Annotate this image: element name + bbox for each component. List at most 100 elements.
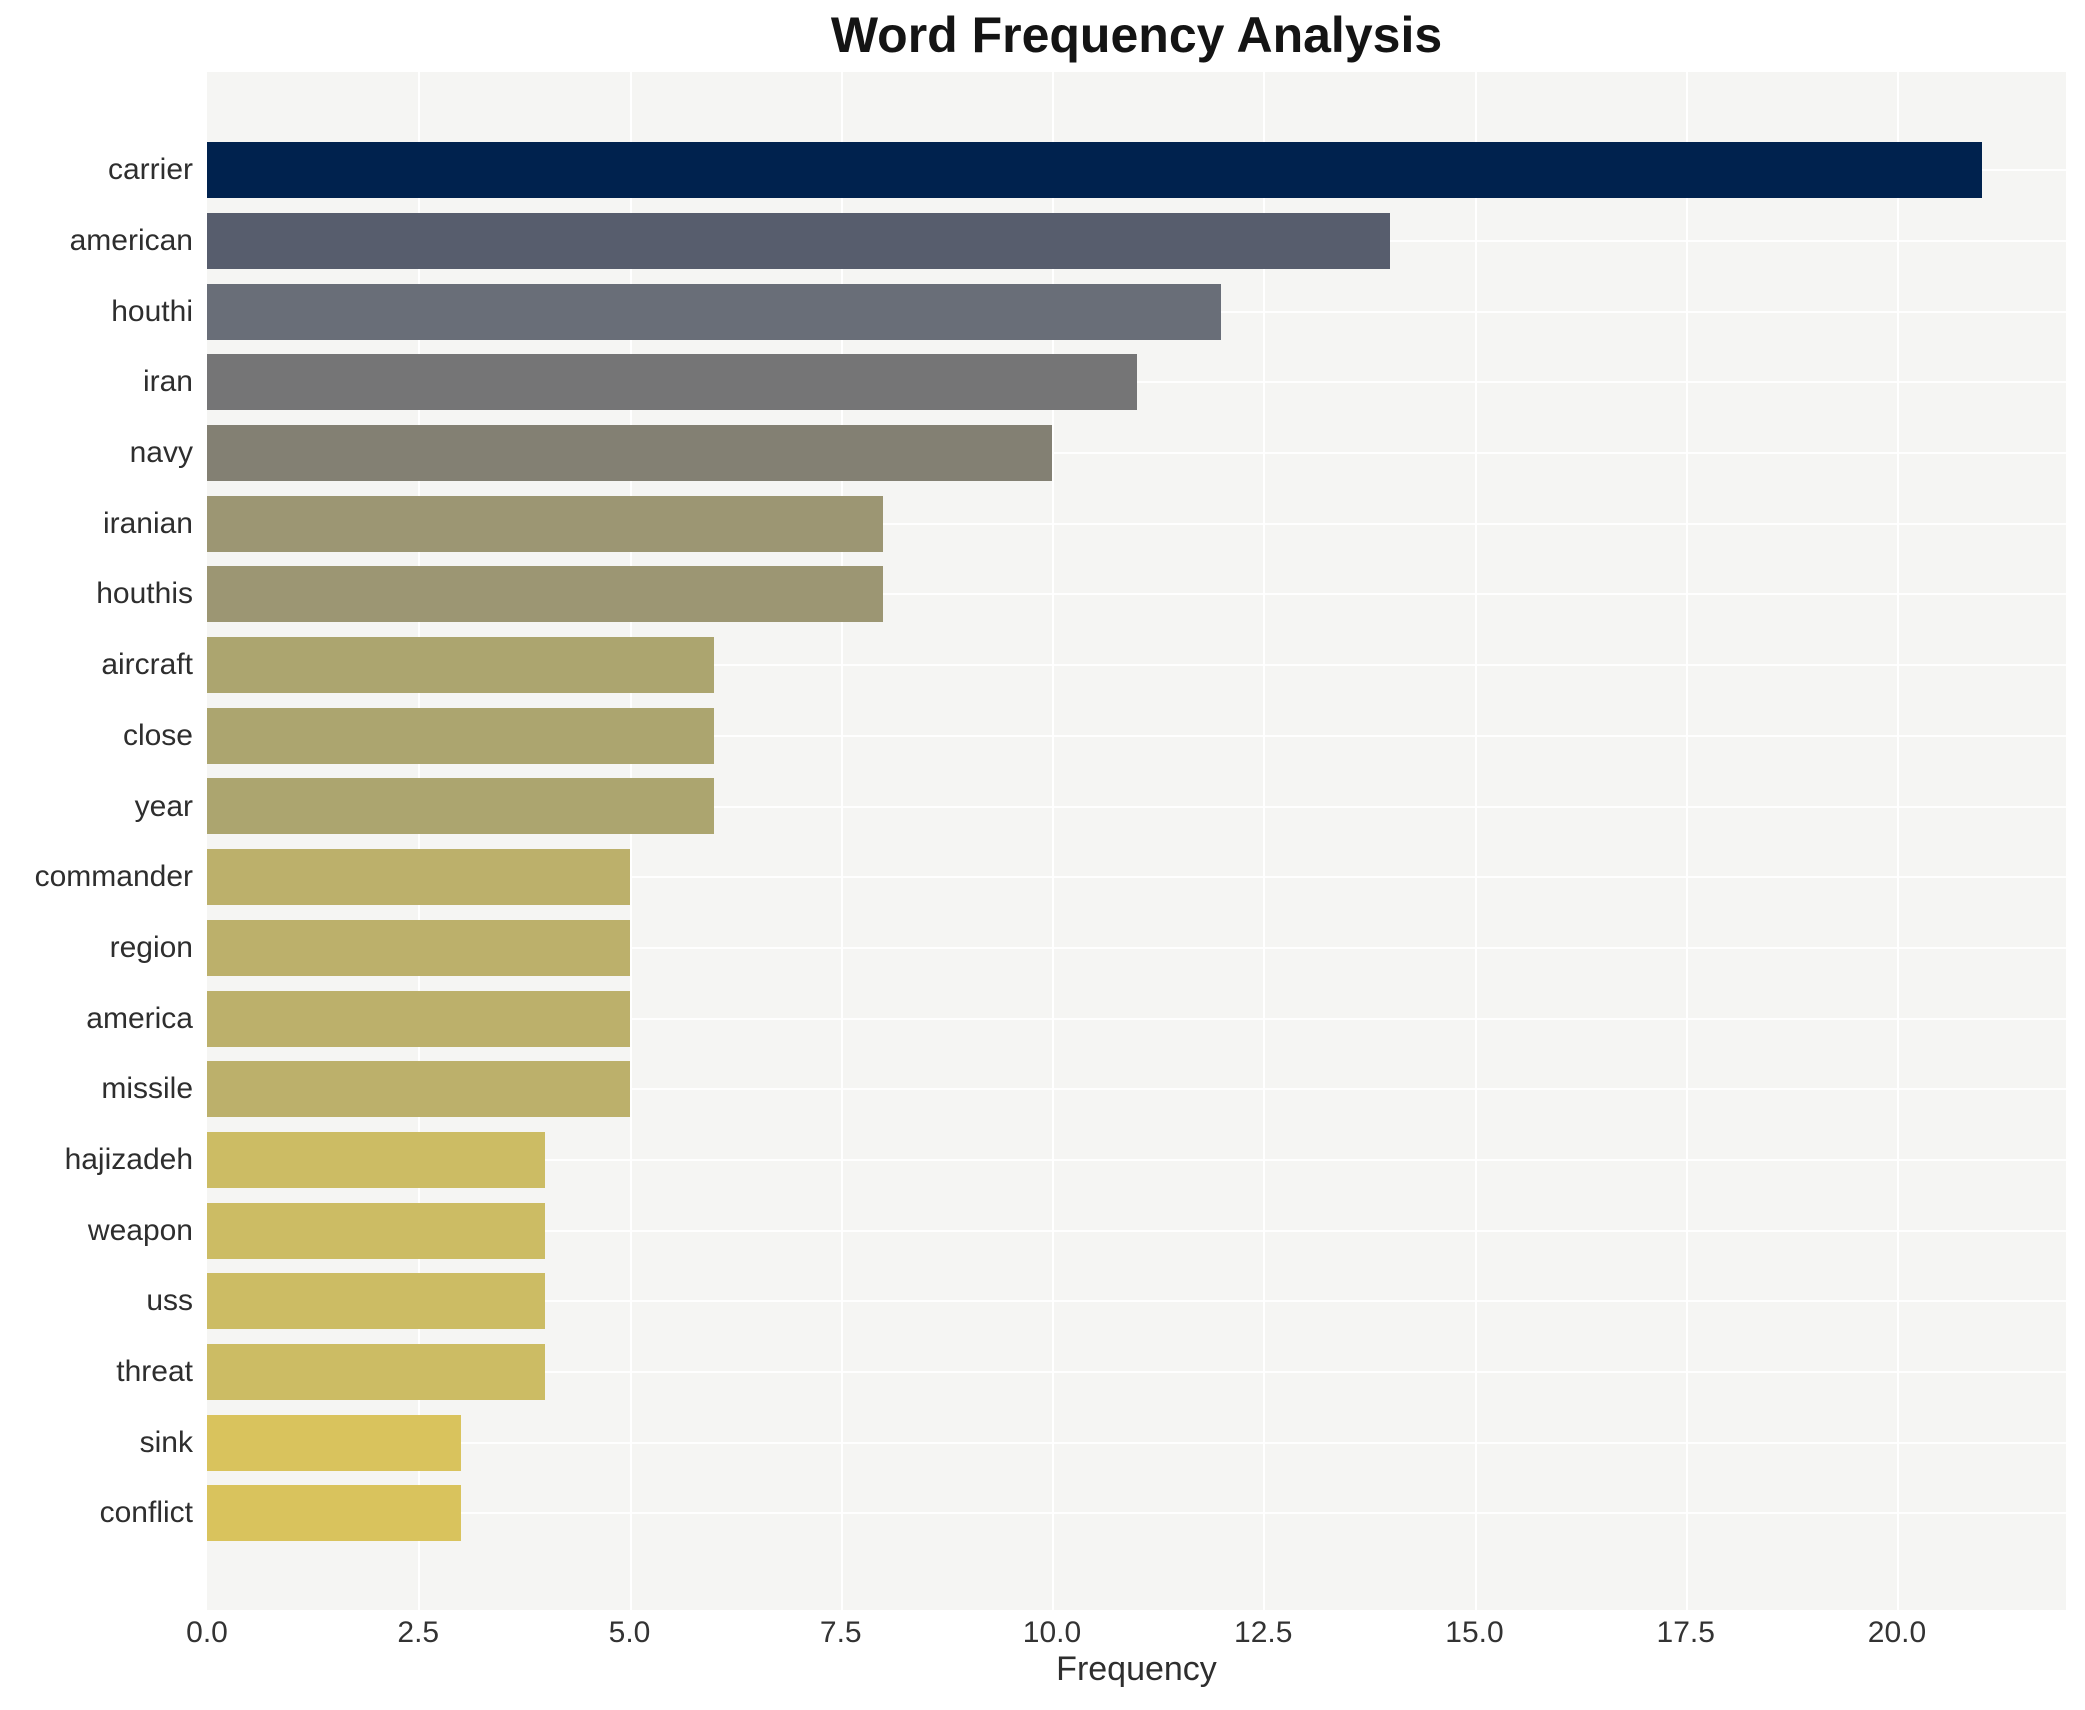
bar-row-hajizadeh bbox=[207, 1125, 2066, 1196]
bar-threat bbox=[207, 1343, 545, 1400]
y-tick-label-carrier: carrier bbox=[107, 153, 193, 187]
y-gridline bbox=[207, 593, 2066, 596]
y-tick-label-hajizadeh: hajizadeh bbox=[64, 1142, 193, 1176]
x-gridline bbox=[629, 72, 632, 1610]
y-tick-label-threat: threat bbox=[116, 1355, 193, 1389]
bar-region bbox=[207, 919, 630, 976]
y-gridline bbox=[207, 734, 2066, 737]
bar-row-america bbox=[207, 983, 2066, 1054]
y-gridline bbox=[207, 522, 2066, 525]
bar-row-conflict bbox=[207, 1478, 2066, 1549]
bar-commander bbox=[207, 849, 630, 906]
bar-iran bbox=[207, 354, 1137, 411]
bar-america bbox=[207, 990, 630, 1047]
bar-row-iranian bbox=[207, 488, 2066, 559]
x-tick-label: 5.0 bbox=[608, 1616, 651, 1649]
x-gridline bbox=[418, 72, 421, 1610]
bar-carrier bbox=[207, 142, 1982, 199]
y-gridline bbox=[207, 1512, 2066, 1515]
bar-uss bbox=[207, 1273, 545, 1330]
bar-row-year bbox=[207, 771, 2066, 842]
y-tick-label-sink: sink bbox=[139, 1425, 193, 1459]
y-tick-label-america: america bbox=[86, 1001, 193, 1035]
bar-row-iran bbox=[207, 347, 2066, 418]
y-gridline bbox=[207, 1300, 2066, 1303]
plot-area bbox=[207, 72, 2066, 1610]
chart-title: Word Frequency Analysis bbox=[830, 7, 1443, 63]
bar-row-carrier bbox=[207, 135, 2066, 206]
y-gridline bbox=[207, 1371, 2066, 1374]
y-tick-label-close: close bbox=[122, 718, 193, 752]
y-gridline bbox=[207, 452, 2066, 455]
bar-iranian bbox=[207, 495, 883, 552]
bar-conflict bbox=[207, 1485, 461, 1542]
x-tick-label: 2.5 bbox=[397, 1616, 440, 1649]
bar-aircraft bbox=[207, 637, 714, 694]
y-gridline bbox=[207, 1441, 2066, 1444]
bar-row-close bbox=[207, 701, 2066, 772]
y-tick-label-navy: navy bbox=[129, 436, 193, 470]
y-tick-label-year: year bbox=[134, 789, 193, 823]
x-gridline bbox=[1474, 72, 1477, 1610]
x-axis-title: Frequency bbox=[1056, 1650, 1217, 1688]
y-tick-label-american: american bbox=[69, 224, 193, 258]
bar-row-weapon bbox=[207, 1195, 2066, 1266]
bar-row-sink bbox=[207, 1407, 2066, 1478]
x-tick-label: 10.0 bbox=[1022, 1616, 1082, 1649]
bar-row-houthi bbox=[207, 276, 2066, 347]
y-gridline bbox=[207, 1088, 2066, 1091]
x-tick-label: 0.0 bbox=[186, 1616, 228, 1649]
x-gridline bbox=[1052, 72, 1054, 1610]
y-tick-label-uss: uss bbox=[146, 1284, 193, 1318]
y-gridline bbox=[207, 664, 2066, 667]
y-gridline bbox=[207, 1017, 2066, 1020]
y-tick-label-iran: iran bbox=[142, 365, 193, 399]
x-tick-label: 20.0 bbox=[1867, 1616, 1927, 1649]
y-gridline bbox=[207, 805, 2066, 808]
bar-row-american bbox=[207, 206, 2066, 277]
bar-houthis bbox=[207, 566, 883, 623]
y-gridline bbox=[207, 381, 2066, 384]
bar-year bbox=[207, 778, 714, 835]
x-tick-label: 15.0 bbox=[1445, 1616, 1504, 1649]
bar-row-houthis bbox=[207, 559, 2066, 630]
x-axis-ticks: 0.0 2.5 5.0 7.5 10.0 12.5 15.0 17.5 20.0 bbox=[186, 1616, 2066, 1650]
y-tick-label-houthis: houthis bbox=[96, 577, 193, 611]
bar-weapon bbox=[207, 1202, 545, 1259]
bar-rows bbox=[207, 135, 2066, 1549]
bar-close bbox=[207, 707, 714, 764]
bar-houthi bbox=[207, 283, 1221, 340]
bar-row-navy bbox=[207, 418, 2066, 489]
y-tick-label-commander: commander bbox=[34, 860, 193, 894]
x-gridline bbox=[1263, 72, 1266, 1610]
x-tick-label: 7.5 bbox=[819, 1616, 862, 1649]
y-gridline bbox=[207, 876, 2066, 879]
y-tick-label-weapon: weapon bbox=[87, 1213, 193, 1247]
x-gridline bbox=[1897, 72, 1899, 1610]
y-tick-label-iranian: iranian bbox=[102, 506, 193, 540]
y-tick-label-houthi: houthi bbox=[111, 294, 193, 328]
bar-missile bbox=[207, 1061, 630, 1118]
x-tick-label: 17.5 bbox=[1656, 1616, 1715, 1649]
bar-navy bbox=[207, 425, 1052, 482]
bar-sink bbox=[207, 1414, 461, 1471]
bar-row-uss bbox=[207, 1266, 2066, 1337]
y-tick-label-conflict: conflict bbox=[99, 1496, 193, 1530]
x-gridline bbox=[1685, 72, 1688, 1610]
bar-row-threat bbox=[207, 1337, 2066, 1408]
y-tick-label-region: region bbox=[109, 930, 193, 964]
y-gridline bbox=[207, 946, 2066, 949]
bar-row-region bbox=[207, 913, 2066, 984]
y-gridline bbox=[207, 1158, 2066, 1161]
y-tick-label-missile: missile bbox=[101, 1072, 193, 1106]
x-tick-label: 12.5 bbox=[1234, 1616, 1293, 1649]
y-gridline bbox=[207, 1229, 2066, 1232]
x-gridline bbox=[840, 72, 843, 1610]
y-tick-label-aircraft: aircraft bbox=[101, 648, 193, 682]
bar-american bbox=[207, 212, 1390, 269]
bar-hajizadeh bbox=[207, 1131, 545, 1188]
bar-row-missile bbox=[207, 1054, 2066, 1125]
bar-row-aircraft bbox=[207, 630, 2066, 701]
y-axis-labels: carrier american houthi iran navy iranian hout… bbox=[0, 72, 193, 1549]
bar-row-commander bbox=[207, 842, 2066, 913]
